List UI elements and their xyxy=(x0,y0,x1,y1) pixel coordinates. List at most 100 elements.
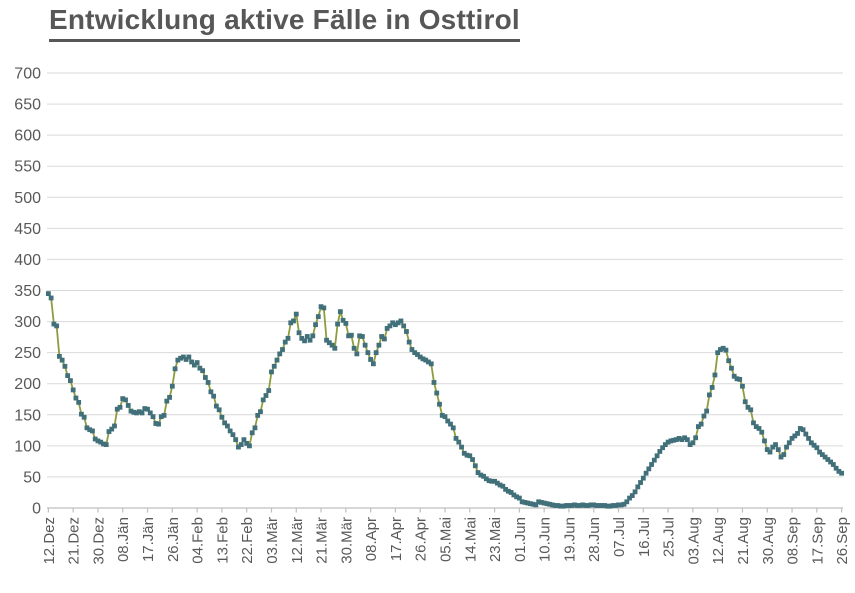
data-point-marker xyxy=(596,503,602,508)
data-point-marker xyxy=(324,337,329,343)
data-point-marker xyxy=(167,394,172,400)
data-point-marker xyxy=(109,426,115,432)
data-point-marker xyxy=(651,457,657,463)
data-point-marker xyxy=(263,393,269,398)
data-point-marker xyxy=(76,399,82,405)
y-tick-label: 650 xyxy=(14,97,41,114)
data-point-marker xyxy=(707,392,712,398)
data-point-marker xyxy=(748,407,754,413)
data-point-marker xyxy=(183,357,189,362)
x-tick-label: 12.Dez xyxy=(41,517,58,565)
data-point-marker xyxy=(90,428,95,434)
data-point-marker xyxy=(665,439,671,445)
data-point-marker xyxy=(219,414,225,420)
data-point-marker xyxy=(142,406,148,411)
data-point-marker xyxy=(370,361,376,367)
x-tick-label: 12.Mär xyxy=(289,517,306,564)
data-point-marker xyxy=(79,411,84,417)
data-point-marker xyxy=(92,436,98,442)
data-point-marker xyxy=(775,447,781,452)
data-point-marker xyxy=(189,359,194,365)
data-point-marker xyxy=(227,428,233,434)
data-point-marker xyxy=(362,342,368,348)
data-point-marker xyxy=(773,442,778,448)
data-point-marker xyxy=(233,437,239,443)
y-tick-label: 350 xyxy=(14,283,41,300)
data-point-marker xyxy=(139,410,145,416)
data-point-marker xyxy=(555,503,561,508)
x-tick-label: 19.Jun xyxy=(561,517,578,562)
x-tick-label: 17.Sep xyxy=(809,517,826,565)
data-point-marker xyxy=(302,338,307,344)
data-point-marker xyxy=(202,375,208,380)
data-point-marker xyxy=(73,395,79,401)
data-point-marker xyxy=(718,347,723,352)
data-point-marker xyxy=(806,436,811,441)
data-point-marker xyxy=(701,413,707,419)
y-tick-label: 100 xyxy=(14,438,41,455)
data-point-marker xyxy=(48,295,54,301)
data-point-marker xyxy=(836,468,842,474)
data-point-marker xyxy=(494,480,500,486)
data-point-marker xyxy=(120,396,126,402)
data-point-marker xyxy=(346,333,351,339)
data-point-marker xyxy=(178,355,183,361)
data-point-marker xyxy=(786,440,792,446)
data-point-marker xyxy=(588,502,594,508)
data-point-marker xyxy=(687,442,693,448)
data-point-marker xyxy=(486,478,492,484)
data-point-marker xyxy=(594,503,599,508)
data-point-marker xyxy=(249,430,255,436)
data-point-marker xyxy=(285,335,291,341)
x-tick-label: 21.Dez xyxy=(66,517,83,565)
data-point-marker xyxy=(519,499,525,505)
data-point-marker xyxy=(65,373,71,379)
data-point-marker xyxy=(516,495,522,501)
data-point-marker xyxy=(464,452,470,458)
data-point-marker xyxy=(150,414,156,420)
data-point-marker xyxy=(459,444,464,450)
x-tick-label: 17.Apr xyxy=(388,517,405,561)
data-point-marker xyxy=(197,365,203,371)
data-point-marker xyxy=(423,357,429,363)
data-point-marker xyxy=(191,362,197,368)
data-point-marker xyxy=(373,350,379,356)
data-point-marker xyxy=(434,390,440,396)
data-point-marker xyxy=(147,410,153,416)
data-point-marker xyxy=(624,499,630,505)
data-point-marker xyxy=(390,320,396,326)
x-tick-label: 30.Mär xyxy=(338,517,355,564)
data-point-marker xyxy=(428,361,434,367)
data-point-marker xyxy=(503,486,508,492)
data-point-marker xyxy=(365,350,371,356)
data-point-marker xyxy=(164,398,170,404)
data-point-marker xyxy=(643,470,649,476)
data-point-marker xyxy=(778,454,784,460)
data-point-marker xyxy=(307,337,313,343)
x-tick-label: 25.Jul xyxy=(661,517,678,557)
data-point-marker xyxy=(819,452,825,457)
data-point-marker xyxy=(489,478,495,484)
data-point-marker xyxy=(271,363,277,369)
data-point-marker xyxy=(676,436,682,441)
x-tick-label: 13.Feb xyxy=(214,517,231,564)
data-point-marker xyxy=(379,334,385,339)
data-point-marker xyxy=(729,365,734,371)
data-point-marker xyxy=(409,347,415,352)
data-point-marker xyxy=(318,304,324,310)
data-point-marker xyxy=(238,442,244,448)
data-point-marker xyxy=(527,501,533,507)
data-point-marker xyxy=(208,389,214,395)
x-tick-label: 30.Aug xyxy=(760,517,777,565)
data-point-marker xyxy=(456,439,462,445)
data-point-marker xyxy=(539,500,544,505)
x-tick-label: 03.Aug xyxy=(685,517,702,565)
data-point-marker xyxy=(95,438,101,444)
data-point-marker xyxy=(315,314,321,319)
data-point-marker xyxy=(629,493,635,498)
data-point-marker xyxy=(770,444,776,450)
data-point-marker xyxy=(662,442,668,448)
x-tick-label: 23.Mai xyxy=(487,517,504,562)
x-tick-label: 26.Sep xyxy=(834,517,851,565)
